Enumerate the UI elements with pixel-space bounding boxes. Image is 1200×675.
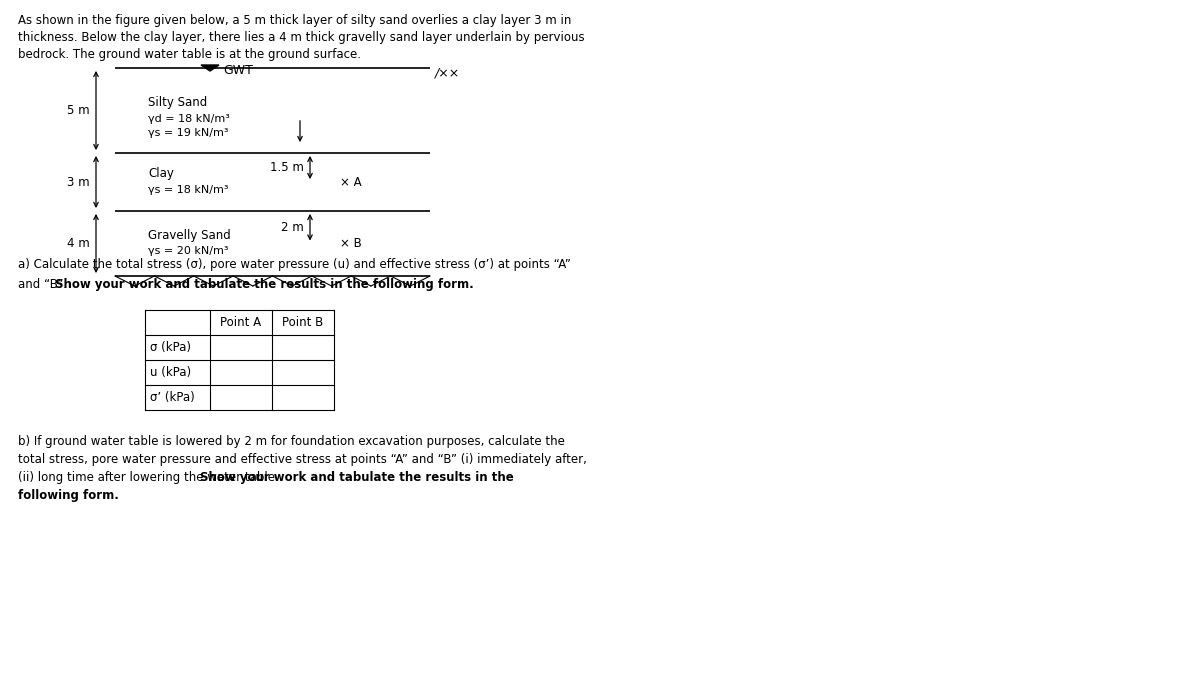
Text: u (kPa): u (kPa) <box>150 366 191 379</box>
Text: 4 m: 4 m <box>67 237 90 250</box>
Text: bedrock. The ground water table is at the ground surface.: bedrock. The ground water table is at th… <box>18 48 361 61</box>
Text: σ’ (kPa): σ’ (kPa) <box>150 391 194 404</box>
Text: × A: × A <box>340 176 361 188</box>
Text: /××: /×× <box>436 66 461 79</box>
Text: Point A: Point A <box>221 316 262 329</box>
Polygon shape <box>202 65 220 71</box>
Text: 5 m: 5 m <box>67 104 90 117</box>
Text: Silty Sand: Silty Sand <box>148 96 208 109</box>
Text: γs = 18 kN/m³: γs = 18 kN/m³ <box>148 185 228 195</box>
Text: a) Calculate the total stress (σ), pore water pressure (u) and effective stress : a) Calculate the total stress (σ), pore … <box>18 258 571 271</box>
Text: Clay: Clay <box>148 167 174 180</box>
Text: b) If ground water table is lowered by 2 m for foundation excavation purposes, c: b) If ground water table is lowered by 2… <box>18 435 565 448</box>
Text: and “B”.: and “B”. <box>18 278 71 291</box>
Text: Gravelly Sand: Gravelly Sand <box>148 229 230 242</box>
Text: thickness. Below the clay layer, there lies a 4 m thick gravelly sand layer unde: thickness. Below the clay layer, there l… <box>18 31 584 44</box>
Text: σ (kPa): σ (kPa) <box>150 341 191 354</box>
Text: γs = 19 kN/m³: γs = 19 kN/m³ <box>148 128 228 138</box>
Text: Show your work and tabulate the results in the: Show your work and tabulate the results … <box>200 471 514 484</box>
Text: following form.: following form. <box>18 489 119 502</box>
Text: GWT: GWT <box>223 64 253 77</box>
Text: 3 m: 3 m <box>67 176 90 188</box>
Text: total stress, pore water pressure and effective stress at points “A” and “B” (i): total stress, pore water pressure and ef… <box>18 453 587 466</box>
Text: γd = 18 kN/m³: γd = 18 kN/m³ <box>148 113 230 124</box>
Text: (ii) long time after lowering the water table.: (ii) long time after lowering the water … <box>18 471 282 484</box>
Text: γs = 20 kN/m³: γs = 20 kN/m³ <box>148 246 228 256</box>
Text: As shown in the figure given below, a 5 m thick layer of silty sand overlies a c: As shown in the figure given below, a 5 … <box>18 14 571 27</box>
Text: × B: × B <box>340 237 361 250</box>
Text: 1.5 m: 1.5 m <box>270 161 304 174</box>
Text: Show your work and tabulate the results in the following form.: Show your work and tabulate the results … <box>55 278 474 291</box>
Text: 2 m: 2 m <box>281 221 304 234</box>
Text: Point B: Point B <box>282 316 324 329</box>
